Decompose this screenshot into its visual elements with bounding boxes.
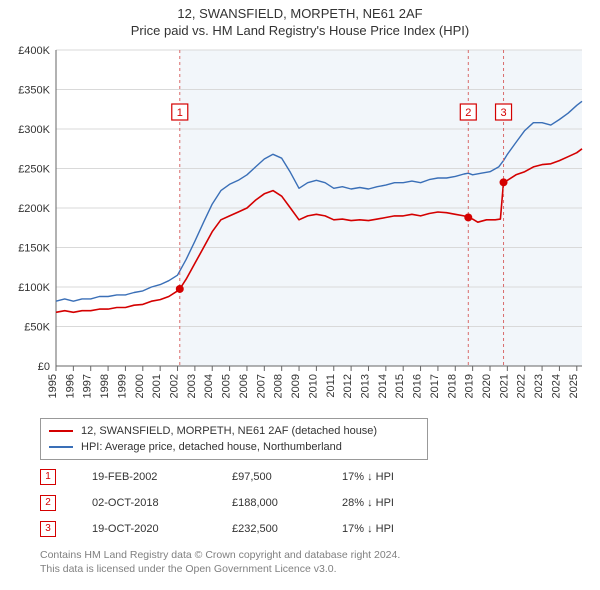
svg-text:2015: 2015 <box>394 374 406 398</box>
svg-text:2008: 2008 <box>273 374 285 398</box>
svg-text:2013: 2013 <box>359 374 371 398</box>
svg-text:2000: 2000 <box>134 374 146 398</box>
svg-text:2022: 2022 <box>516 374 528 398</box>
svg-text:1999: 1999 <box>116 374 128 398</box>
svg-text:2006: 2006 <box>238 374 250 398</box>
svg-text:£350K: £350K <box>18 84 50 96</box>
footnote-line2: This data is licensed under the Open Gov… <box>40 563 337 575</box>
transaction-pct: 17% ↓ HPI <box>342 471 442 483</box>
svg-text:£250K: £250K <box>18 163 50 175</box>
transaction-marker-num: 1 <box>40 469 56 485</box>
svg-text:2023: 2023 <box>533 374 545 398</box>
svg-text:£0: £0 <box>38 361 50 373</box>
svg-text:2025: 2025 <box>568 374 580 398</box>
chart-title-line2: Price paid vs. HM Land Registry's House … <box>0 23 600 42</box>
svg-text:2019: 2019 <box>464 374 476 398</box>
svg-text:2011: 2011 <box>325 374 337 398</box>
transaction-row: 1 19-FEB-2002£97,50017% ↓ HPI <box>40 468 588 486</box>
svg-text:£200K: £200K <box>18 203 50 215</box>
chart-title-line1: 12, SWANSFIELD, MORPETH, NE61 2AF <box>0 0 600 23</box>
legend-label: 12, SWANSFIELD, MORPETH, NE61 2AF (detac… <box>81 425 377 437</box>
svg-text:2016: 2016 <box>412 374 424 398</box>
transaction-price: £188,000 <box>232 497 342 509</box>
svg-text:£300K: £300K <box>18 124 50 136</box>
transaction-pct: 28% ↓ HPI <box>342 497 442 509</box>
transaction-row: 2 02-OCT-2018£188,00028% ↓ HPI <box>40 494 588 512</box>
transaction-date: 02-OCT-2018 <box>92 497 232 509</box>
legend-row: HPI: Average price, detached house, Nort… <box>49 439 419 455</box>
svg-text:3: 3 <box>500 107 506 119</box>
transaction-marker-num: 2 <box>40 495 56 511</box>
svg-text:2005: 2005 <box>221 374 233 398</box>
svg-text:£150K: £150K <box>18 242 50 254</box>
figure-root: 12, SWANSFIELD, MORPETH, NE61 2AF Price … <box>0 0 600 590</box>
svg-text:£50K: £50K <box>24 321 50 333</box>
svg-text:2003: 2003 <box>186 374 198 398</box>
legend-box: 12, SWANSFIELD, MORPETH, NE61 2AF (detac… <box>40 418 428 460</box>
svg-text:2012: 2012 <box>342 374 354 398</box>
svg-text:2021: 2021 <box>498 374 510 398</box>
legend-label: HPI: Average price, detached house, Nort… <box>81 441 342 453</box>
svg-text:1995: 1995 <box>47 374 59 398</box>
transaction-row: 3 19-OCT-2020£232,50017% ↓ HPI <box>40 520 588 538</box>
svg-text:2009: 2009 <box>290 374 302 398</box>
svg-text:1: 1 <box>177 107 183 119</box>
svg-text:2001: 2001 <box>151 374 163 398</box>
svg-text:2010: 2010 <box>307 374 319 398</box>
transaction-price: £232,500 <box>232 523 342 535</box>
transaction-marker-num: 3 <box>40 521 56 537</box>
transaction-pct: 17% ↓ HPI <box>342 523 442 535</box>
legend-swatch <box>49 430 73 432</box>
svg-text:2004: 2004 <box>203 374 215 398</box>
transaction-date: 19-OCT-2020 <box>92 523 232 535</box>
transactions-table: 119-FEB-2002£97,50017% ↓ HPI202-OCT-2018… <box>0 468 600 538</box>
chart-svg: £0 £50K £100K £150K £200K £250K £300K £350K £400… <box>10 42 590 412</box>
legend-row: 12, SWANSFIELD, MORPETH, NE61 2AF (detac… <box>49 423 419 439</box>
svg-text:2018: 2018 <box>446 374 458 398</box>
svg-text:£400K: £400K <box>18 45 50 57</box>
svg-text:2002: 2002 <box>169 374 181 398</box>
svg-text:2020: 2020 <box>481 374 493 398</box>
transaction-date: 19-FEB-2002 <box>92 471 232 483</box>
transaction-price: £97,500 <box>232 471 342 483</box>
svg-text:1996: 1996 <box>64 374 76 398</box>
svg-text:2014: 2014 <box>377 374 389 398</box>
svg-text:2: 2 <box>465 107 471 119</box>
legend-swatch <box>49 446 73 448</box>
svg-text:2024: 2024 <box>550 374 562 398</box>
footnote: Contains HM Land Registry data © Crown c… <box>40 548 588 576</box>
chart-area: £0 £50K £100K £150K £200K £250K £300K £350K £400… <box>10 42 590 412</box>
footnote-line1: Contains HM Land Registry data © Crown c… <box>40 549 400 561</box>
svg-text:2017: 2017 <box>429 374 441 398</box>
svg-text:1998: 1998 <box>99 374 111 398</box>
svg-text:1997: 1997 <box>82 374 94 398</box>
svg-text:2007: 2007 <box>255 374 267 398</box>
svg-text:£100K: £100K <box>18 282 50 294</box>
